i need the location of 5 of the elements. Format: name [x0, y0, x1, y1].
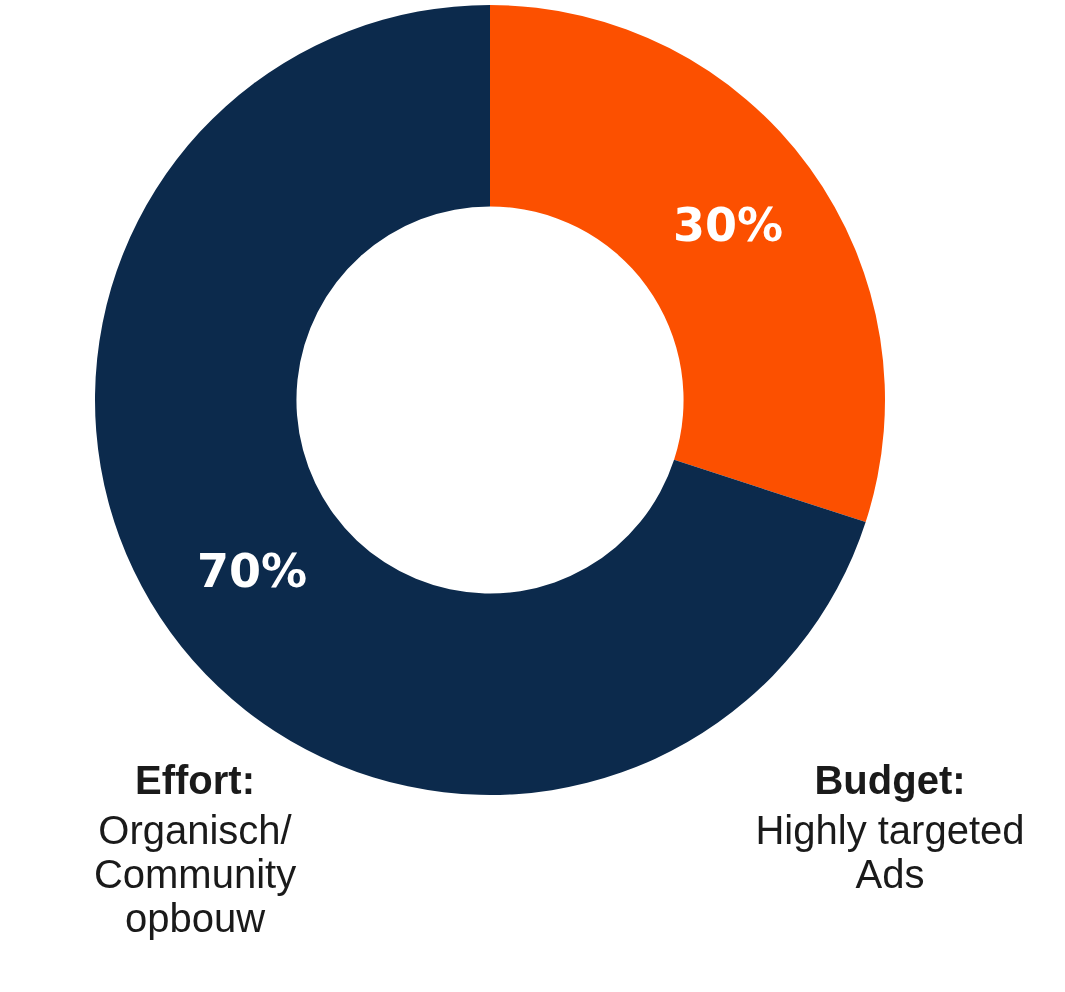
- data-label: 70%: [196, 543, 307, 598]
- category-label: Effort: Organisch/ Community opbouw: [93, 758, 297, 940]
- data-label: 30%: [673, 198, 784, 253]
- donut-slice: [490, 5, 885, 523]
- category-label: Budget: Highly targeted Ads: [755, 758, 1025, 896]
